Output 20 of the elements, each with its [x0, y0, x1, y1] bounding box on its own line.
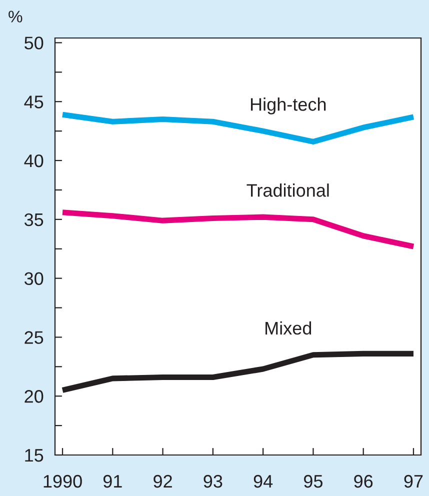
x-tick-label: 1990 [44, 474, 82, 488]
y-tick-label: 25 [24, 331, 44, 344]
y-tick-label: 45 [24, 96, 44, 108]
x-tick-label: 94 [254, 474, 273, 488]
series-label: High-tech [250, 98, 326, 114]
y-tick-label: 15 [25, 449, 44, 462]
x-tick-label: 95 [304, 474, 322, 488]
x-tick-label: 96 [354, 474, 373, 488]
y-tick-label: 30 [24, 272, 44, 286]
series-label: Traditional [246, 184, 329, 197]
y-tick-label: 35 [24, 213, 44, 226]
y-axis-title: % [8, 10, 22, 22]
x-tick-label: 91 [103, 474, 122, 488]
y-tick-label: 20 [24, 390, 44, 403]
y-tick-label: 40 [24, 154, 44, 168]
x-tick-label: 97 [404, 474, 423, 488]
series-label: Mixed [266, 321, 312, 335]
y-tick-label: 50 [24, 36, 44, 50]
x-tick-label: 93 [204, 474, 222, 488]
x-tick-label: 92 [154, 474, 172, 488]
